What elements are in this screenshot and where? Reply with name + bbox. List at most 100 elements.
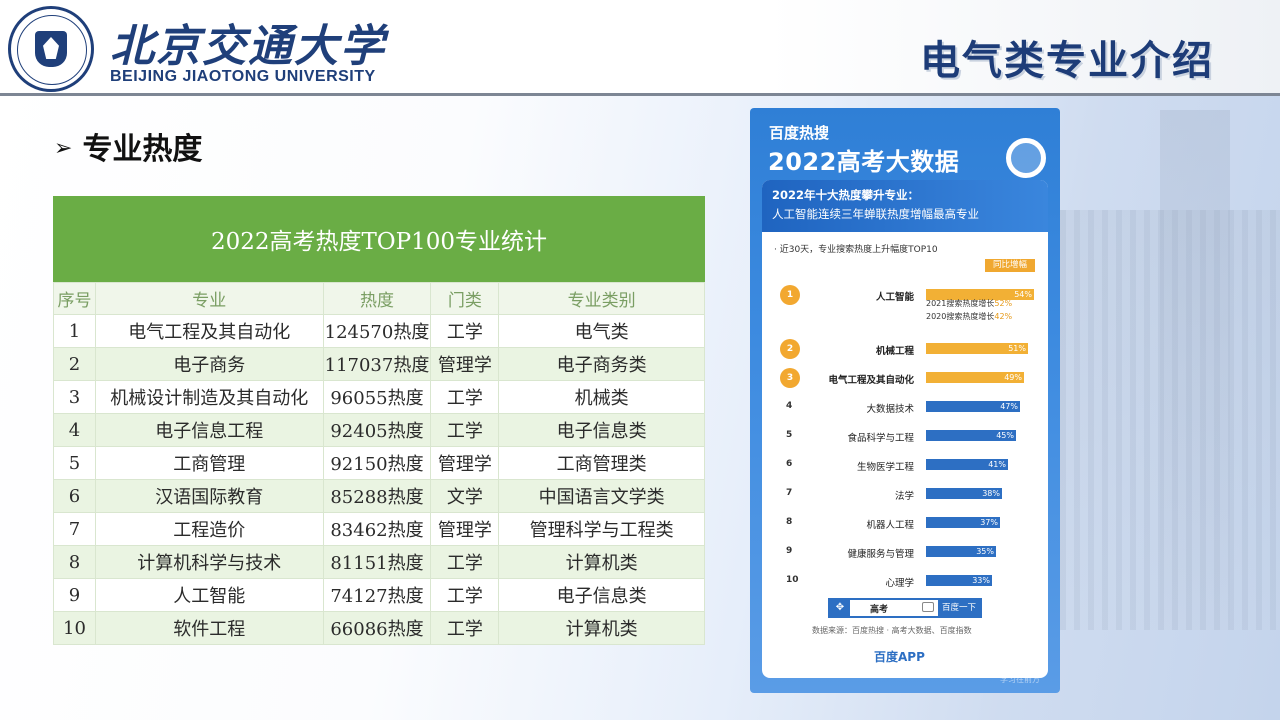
section-heading: ➢ 专业热度 — [54, 124, 202, 168]
table-row: 3 机械设计制造及其自动化 96055热度 工学 机械类 — [53, 380, 705, 414]
table-cell: 软件工程 — [94, 611, 324, 645]
rank-row: 5 食品科学与工程 45% — [762, 427, 1048, 445]
table-cell: 电子商务类 — [498, 347, 705, 381]
rank-bar: 45% — [926, 430, 1016, 441]
table-cell: 83462热度 — [322, 512, 432, 546]
table-cell: 81151热度 — [322, 545, 432, 579]
table-cell: 66086热度 — [322, 611, 432, 645]
table-cell: 管理学 — [430, 446, 500, 480]
table-cell: 管理科学与工程类 — [498, 512, 705, 546]
table-cell: 2 — [53, 347, 96, 381]
table-cell: 管理学 — [430, 347, 500, 381]
rank-row: 9 健康服务与管理 35% — [762, 543, 1048, 561]
col-header: 序号 — [53, 282, 96, 315]
rank-row: 7 法学 38% — [762, 485, 1048, 503]
camera-icon — [922, 602, 934, 612]
card-header: 2022年十大热度攀升专业： 人工智能连续三年蝉联热度增幅最高专业 — [762, 180, 1048, 232]
table-cell: 96055热度 — [322, 380, 432, 414]
table-row: 7 工程造价 83462热度 管理学 管理科学与工程类 — [53, 512, 705, 546]
table-cell: 电气工程及其自动化 — [94, 314, 324, 348]
table-cell: 工学 — [430, 413, 500, 447]
rank-number: 2 — [780, 339, 800, 359]
rank-number: 9 — [786, 546, 793, 556]
col-header: 热度 — [322, 282, 432, 315]
rank-bar: 47% — [926, 401, 1020, 412]
search-box[interactable]: ✥ 高考 百度一下 — [828, 598, 982, 618]
rank-number: 10 — [786, 575, 799, 585]
rank-percent: 33% — [972, 576, 990, 585]
rank-percent: 51% — [1008, 344, 1026, 353]
table-cell: 74127热度 — [322, 578, 432, 612]
infographic-title: 2022高考大数据 — [768, 148, 960, 176]
rank-row: 1 人工智能 54% — [762, 285, 1048, 305]
rank-row: 3 电气工程及其自动化 49% — [762, 368, 1048, 388]
table-cell: 管理学 — [430, 512, 500, 546]
rank-row: 8 机器人工程 37% — [762, 514, 1048, 532]
table-cell: 工学 — [430, 578, 500, 612]
rank-percent: 45% — [996, 431, 1014, 440]
card-subtitle: · 近30天，专业搜索热度上升幅度TOP10 — [774, 245, 938, 255]
table-row: 5 工商管理 92150热度 管理学 工商管理类 — [53, 446, 705, 480]
rank-bar: 33% — [926, 575, 992, 586]
rank-number: 7 — [786, 488, 793, 498]
col-header: 专业类别 — [498, 282, 705, 315]
baidu-paw-icon: ✥ — [830, 600, 850, 616]
table-cell: 电子信息工程 — [94, 413, 324, 447]
rank-number: 1 — [780, 285, 800, 305]
table-cell: 1 — [53, 314, 96, 348]
rank-number: 6 — [786, 459, 793, 469]
table-row: 2 电子商务 117037热度 管理学 电子商务类 — [53, 347, 705, 381]
rank-major-name: 心理学 — [885, 578, 914, 589]
rank-number: 5 — [786, 430, 793, 440]
rank-bar: 41% — [926, 459, 1008, 470]
arrow-bullet-icon: ➢ — [54, 136, 73, 161]
table-cell: 计算机类 — [498, 545, 705, 579]
rank-number: 3 — [780, 368, 800, 388]
table-cell: 7 — [53, 512, 96, 546]
table-cell: 10 — [53, 611, 96, 645]
col-header: 门类 — [430, 282, 500, 315]
ranking-table: 序号 专业 热度 门类 专业类别 1 电气工程及其自动化 124570热度工学 电气类… — [53, 282, 705, 645]
magnifier-icon — [1006, 138, 1046, 178]
table-cell: 电子信息类 — [498, 578, 705, 612]
table-cell: 工学 — [430, 380, 500, 414]
extra-note-2020: 2020搜索热度增长42% — [926, 312, 1013, 321]
rank-major-name: 人工智能 — [875, 292, 914, 303]
table-cell: 工商管理类 — [498, 446, 705, 480]
rank-number: 4 — [786, 401, 793, 411]
table-cell: 124570热度 — [322, 314, 432, 348]
university-name-cn: 北京交通大学 — [110, 21, 386, 72]
rank-major-name: 机器人工程 — [866, 520, 914, 531]
search-button[interactable]: 百度一下 — [938, 600, 980, 616]
table-cell: 117037热度 — [322, 347, 432, 381]
rank-row: 2 机械工程 51% — [762, 339, 1048, 359]
extra-note-2021: 2021搜索热度增长52% — [926, 299, 1013, 308]
rank-bar: 51% — [926, 343, 1028, 354]
infographic-card: 2022年十大热度攀升专业： 人工智能连续三年蝉联热度增幅最高专业 · 近30天… — [762, 180, 1048, 678]
infographic-brand: 百度热搜 — [769, 124, 830, 142]
rank-percent: 41% — [988, 460, 1006, 469]
rank-major-name: 大数据技术 — [866, 404, 914, 415]
rank-percent: 35% — [976, 547, 994, 556]
university-name-en: BEIJING JIAOTONG UNIVERSITY — [110, 68, 376, 85]
rank-percent: 37% — [980, 518, 998, 527]
table-cell: 计算机类 — [498, 611, 705, 645]
rank-bar: 37% — [926, 517, 1000, 528]
watermark: 学习在前方 — [1000, 675, 1040, 684]
table-cell: 电子信息类 — [498, 413, 705, 447]
table-row: 8 计算机科学与技术 81151热度 工学 计算机类 — [53, 545, 705, 579]
rank-bar: 49% — [926, 372, 1024, 383]
rank-major-name: 食品科学与工程 — [847, 433, 914, 444]
table-cell: 6 — [53, 479, 96, 513]
rank-percent: 54% — [1014, 290, 1032, 299]
table-cell: 4 — [53, 413, 96, 447]
slide-header: 北京交通大学 BEIJING JIAOTONG UNIVERSITY 电气类专业… — [0, 0, 1280, 96]
rank-major-name: 健康服务与管理 — [847, 549, 914, 560]
rank-major-name: 机械工程 — [875, 346, 914, 357]
data-source: 数据来源：百度热搜 · 高考大数据、百度指数 — [812, 626, 972, 635]
table-cell: 机械设计制造及其自动化 — [94, 380, 324, 414]
card-header-line2: 人工智能连续三年蝉联热度增幅最高专业 — [772, 207, 979, 221]
section-label: 专业热度 — [82, 132, 203, 167]
table-header-row: 序号 专业 热度 门类 专业类别 — [53, 282, 705, 315]
table-cell: 电气类 — [498, 314, 705, 348]
